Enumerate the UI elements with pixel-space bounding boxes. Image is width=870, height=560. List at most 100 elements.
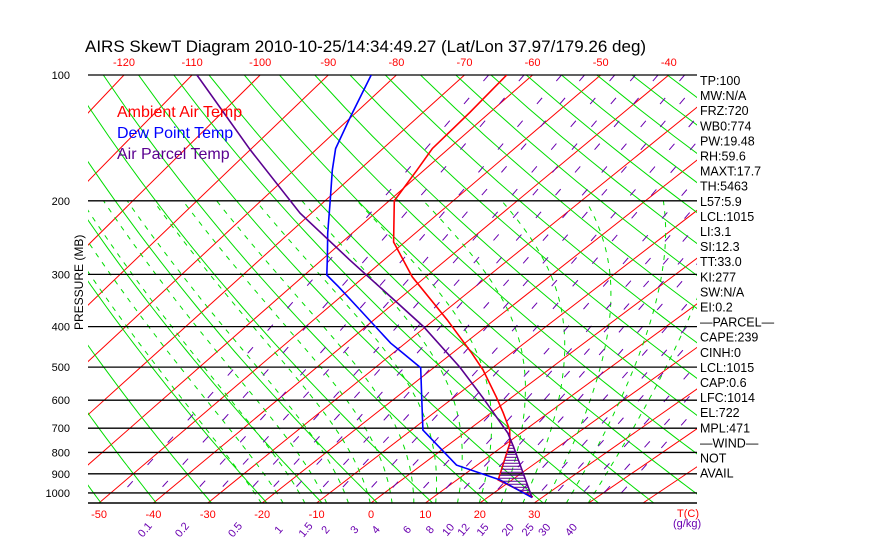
mixing-ratio-line (432, 203, 697, 503)
isotherm-line (479, 346, 697, 503)
mixing-ratio-line (207, 75, 585, 503)
isotherm-line (0, 75, 56, 503)
mixing-ratio-label: 20 (500, 522, 517, 539)
pressure-tick-label: 800 (52, 447, 70, 459)
moist-adiabat-line (88, 270, 262, 503)
top-temp-tick-label: -90 (320, 57, 336, 69)
mixing-ratio-label: 4 (370, 524, 383, 536)
mixing-ratio-label: 40 (563, 522, 580, 539)
bottom-temp-tick-label: -20 (254, 509, 270, 521)
isotherm-line (261, 159, 697, 503)
legend: Ambient Air Temp Dew Point Temp Air Parc… (117, 104, 242, 163)
isotherm-line (588, 428, 697, 503)
chart-title: AIRS SkewT Diagram 2010-10-25/14:34:49.2… (85, 37, 646, 56)
isotherm-line (153, 75, 670, 503)
isotherm-line (316, 209, 697, 503)
stat-item: EI:0.2 (700, 301, 733, 315)
top-temp-tick-label: -50 (593, 57, 609, 69)
mixing-ratio-label: 30 (536, 522, 553, 539)
mixing-ratio-label: 10 (440, 522, 457, 539)
isotherm-line (370, 257, 697, 503)
dry-adiabat-line (0, 75, 46, 504)
stat-item: CAP:0.6 (700, 376, 747, 390)
parcel-trace (196, 75, 533, 498)
bottom-temp-tick-label: 10 (419, 509, 431, 521)
stat-item: TP:100 (700, 74, 740, 88)
mixing-ratio-label: 25 (520, 522, 537, 539)
dry-adiabat-line (844, 75, 870, 504)
isotherm-line (88, 75, 261, 246)
dry-adiabat-line (666, 75, 697, 99)
pressure-tick-label: 500 (52, 362, 70, 374)
mixing-ratio-line (327, 82, 697, 503)
isotherm-line (88, 75, 533, 466)
stat-item: SW:N/A (700, 285, 745, 299)
legend-dewpoint: Dew Point Temp (117, 125, 233, 142)
isobars (88, 74, 697, 494)
bottom-temp-tick-label: 20 (474, 509, 486, 521)
mixing-ratio-label: 0.1 (136, 520, 155, 539)
mixing-ratio-label: 0.5 (226, 520, 245, 539)
pressure-tick-label: 1000 (46, 488, 70, 500)
bottom-temp-tick-label: 30 (528, 509, 540, 521)
stat-item: CINH:0 (700, 346, 741, 360)
stat-item: RH:59.6 (700, 150, 746, 164)
isotherm-line (88, 75, 329, 306)
stat-item: —WIND— (700, 436, 759, 450)
dry-adiabat-line (773, 75, 870, 504)
mixing-ratio-line (257, 75, 636, 503)
dry-adiabat-line (88, 484, 102, 503)
mixing-ratio-label: 0.2 (173, 520, 192, 539)
mixing-ratio-label: 1.5 (297, 520, 316, 539)
mixing-ratio-label: 3 (348, 524, 361, 536)
top-temp-tick-label: -120 (113, 57, 135, 69)
mixing-ratio-line (409, 176, 697, 503)
moist-adiabat-line (501, 200, 566, 503)
top-temp-tick-label: -70 (457, 57, 473, 69)
stat-item: FRZ:720 (700, 104, 749, 118)
dewpoint-trace (325, 75, 533, 499)
mixing-ratio-line (307, 75, 685, 503)
stat-item: —PARCEL— (700, 316, 775, 330)
pressure-tick-label: 400 (52, 322, 70, 334)
stat-item: KI:277 (700, 270, 736, 284)
y-axis-label: PRESSURE (MB) (72, 235, 86, 330)
dry-adiabat-line (525, 75, 697, 214)
mixing-ratio-label: 12 (455, 522, 472, 539)
stat-item: PW:19.48 (700, 134, 755, 148)
stat-item: SI:12.3 (700, 240, 740, 254)
isotherm-line (207, 106, 697, 503)
pressure-tick-label: 600 (52, 395, 70, 407)
stat-item: TT:33.0 (700, 255, 742, 269)
temp-unit-label: T(C) (677, 508, 699, 520)
moist-adiabat-line (182, 200, 393, 503)
mixing-ratio-line (280, 75, 659, 503)
isotherm-line (425, 303, 697, 503)
mixing-ratio-line (146, 75, 525, 503)
top-temp-tick-label: -100 (249, 57, 271, 69)
pressure-tick-label: 900 (52, 469, 70, 481)
isotherm-line (88, 75, 193, 182)
mixing-ratio-line (237, 75, 616, 503)
moist-adiabat-line (216, 200, 415, 503)
pressure-tick-label: 300 (52, 269, 70, 281)
mixing-ratio-label: 8 (424, 524, 437, 536)
isotherm-line (533, 388, 697, 503)
stat-item: MAXT:17.7 (700, 165, 761, 179)
mixing-ratio-line (112, 75, 489, 503)
pressure-tick-label: 700 (52, 423, 70, 435)
stat-item: LI:3.1 (700, 225, 731, 239)
top-temp-tick-label: -60 (525, 57, 541, 69)
stat-item: CAPE:239 (700, 331, 758, 345)
dry-adiabat-line (808, 75, 870, 504)
pressure-tick-label: 200 (52, 196, 70, 208)
dry-adiabat-line (420, 75, 697, 310)
pressure-tick-label: 100 (52, 70, 70, 82)
mixing-ratio-label: 1 (273, 524, 286, 536)
dry-adiabat-line (455, 75, 697, 277)
mixing-ratio-label: 6 (401, 524, 414, 536)
dry-adiabat-line (314, 75, 697, 416)
mixing-ratio-line (450, 224, 697, 503)
mixing-ratio-line (184, 75, 562, 503)
